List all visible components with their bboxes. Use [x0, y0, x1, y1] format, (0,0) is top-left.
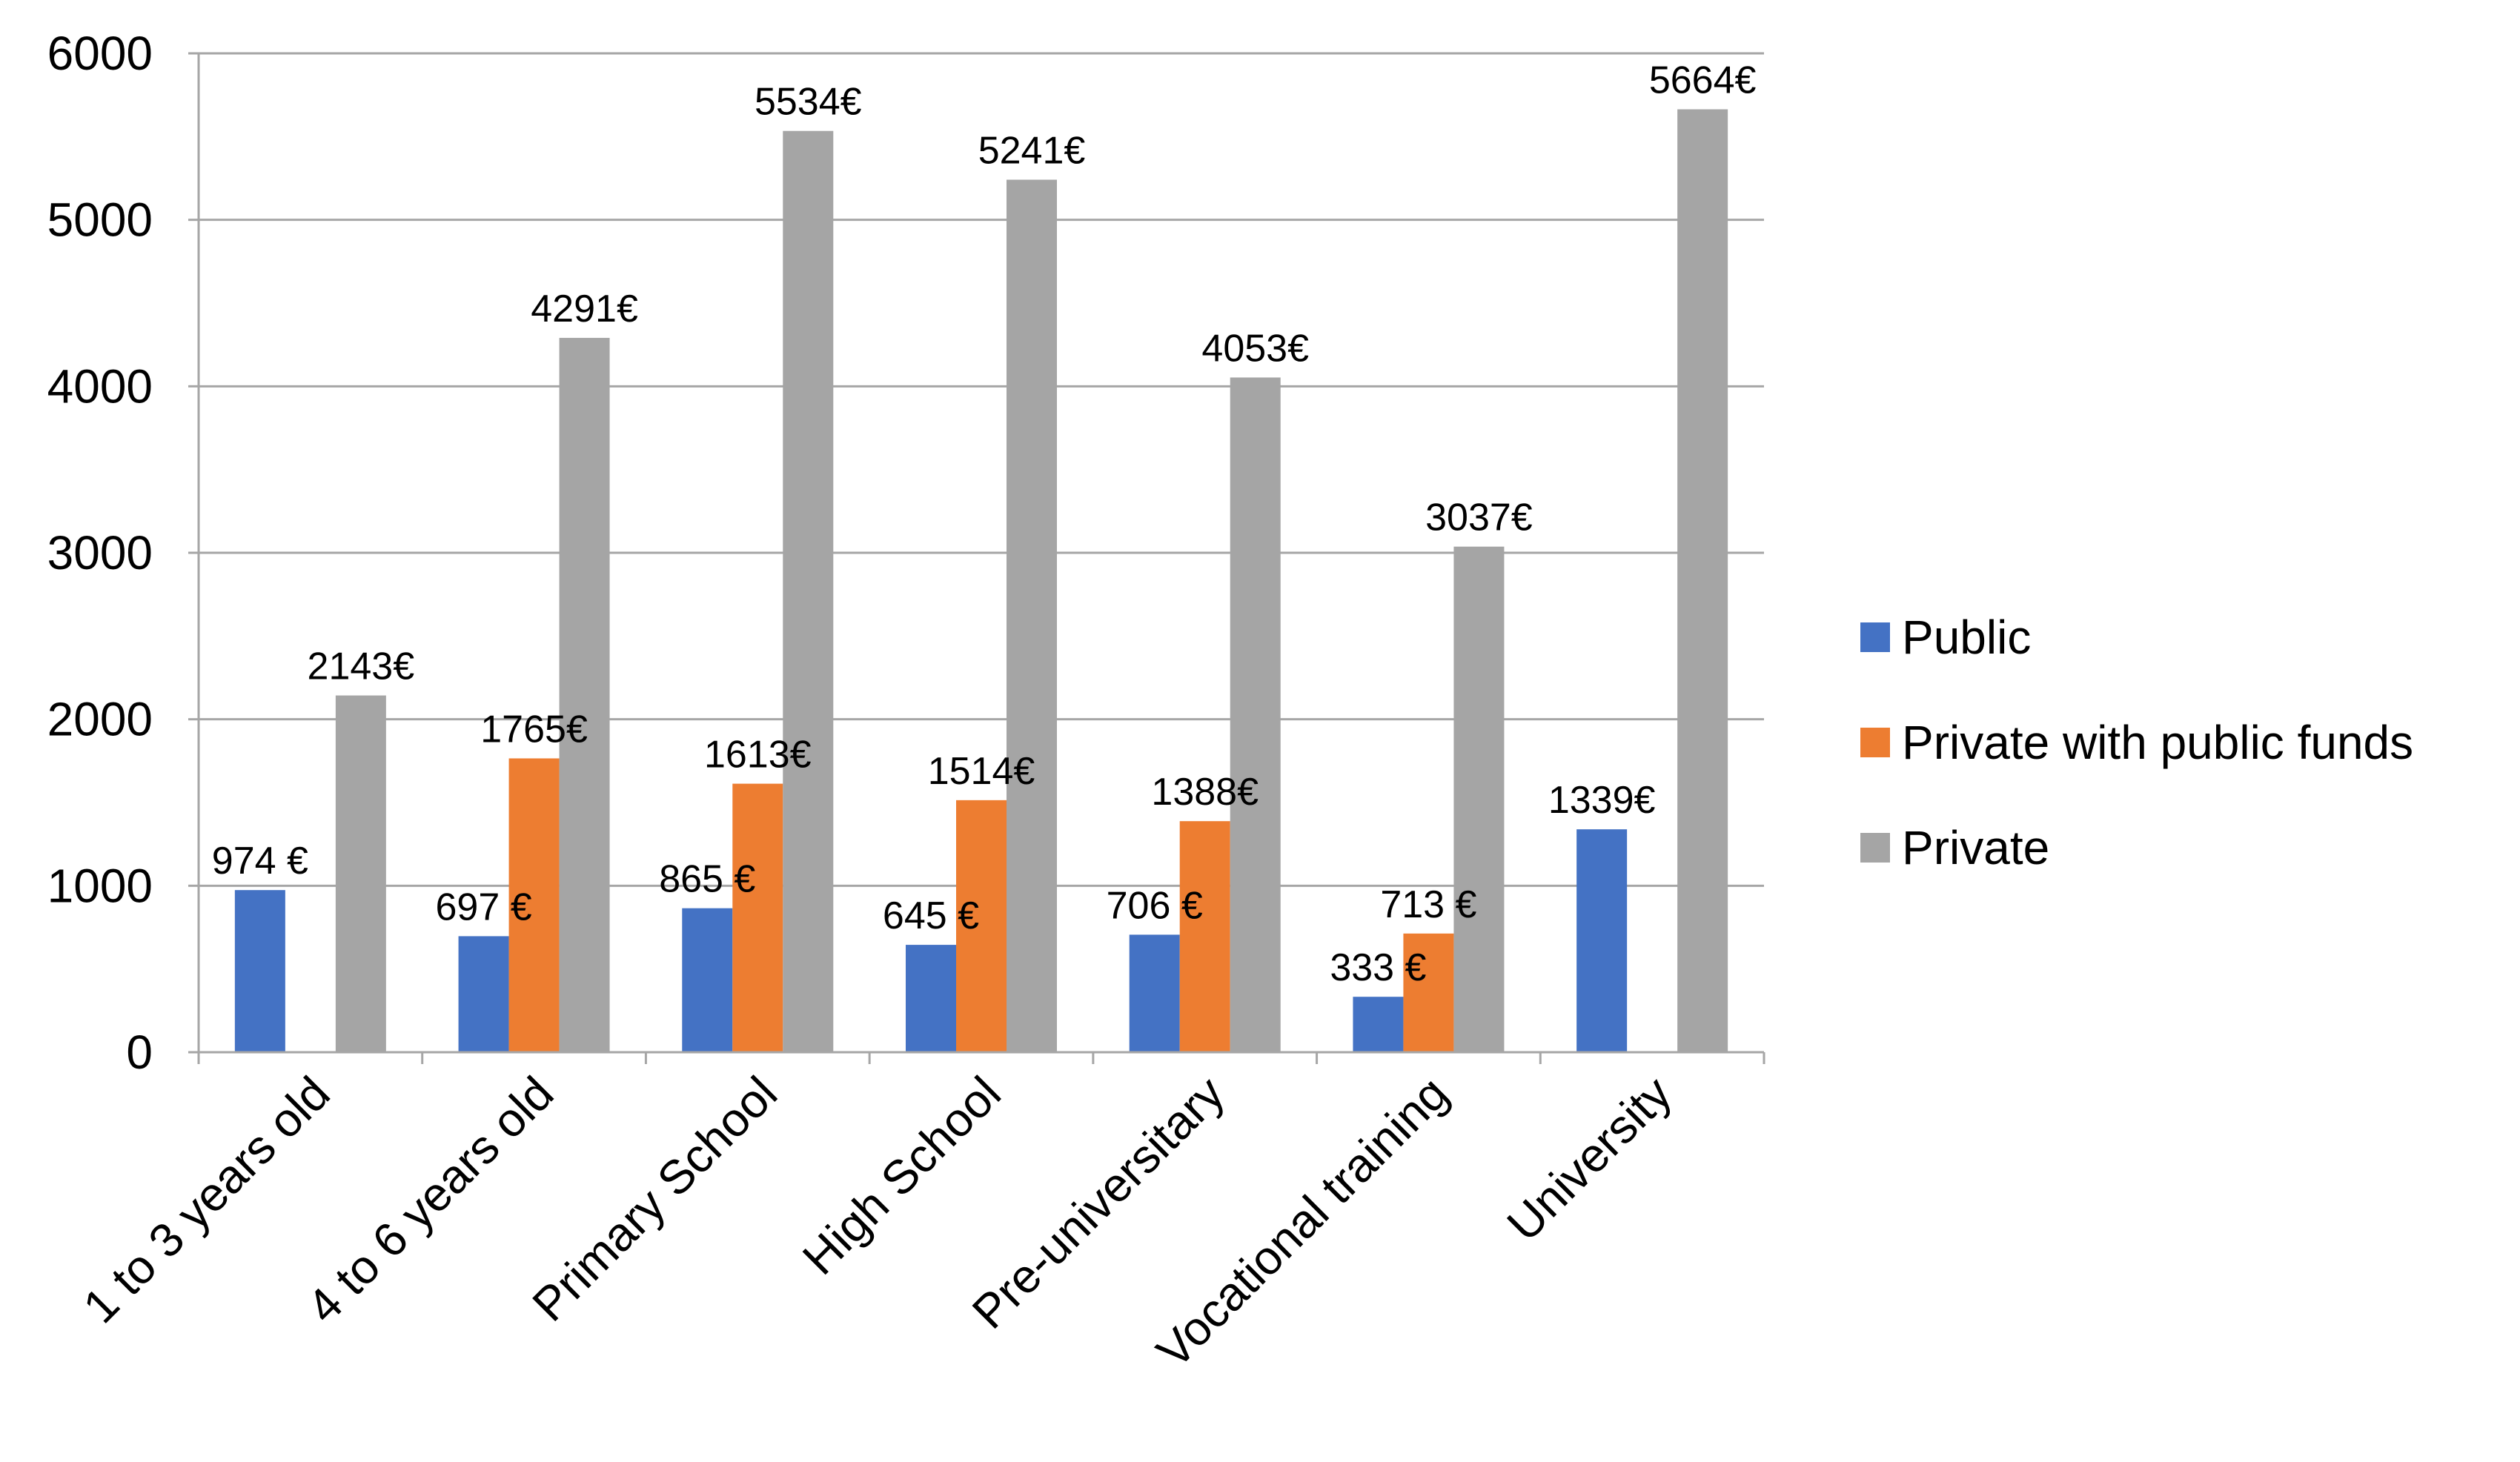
bar-private-with-public-funds — [956, 800, 1007, 1052]
data-label: 2143€ — [308, 645, 415, 688]
bar-private-with-public-funds — [508, 758, 560, 1052]
data-label: 974 € — [212, 840, 308, 883]
legend-swatch — [1860, 622, 1890, 652]
bar-public — [1353, 997, 1404, 1052]
y-tick-label: 1000 — [47, 859, 153, 912]
y-tick-label: 2000 — [47, 693, 153, 746]
data-label: 4053€ — [1201, 327, 1309, 370]
label-layer: 974 € 697 € 865 € 645 € 706 € 333 € 1339€ 1765€… — [212, 59, 1757, 989]
legend-label: Private with public funds — [1902, 716, 2413, 769]
bar-private-with-public-funds — [732, 783, 783, 1052]
bar-public — [1129, 934, 1180, 1052]
legend: Public Private with public funds Private — [1860, 611, 2413, 874]
data-label: 333 € — [1330, 946, 1426, 989]
bar-private-with-public-funds — [1179, 821, 1230, 1052]
bar-private — [559, 337, 610, 1052]
bar-public — [1576, 829, 1628, 1052]
data-label: 1514€ — [928, 750, 1035, 793]
legend-swatch — [1860, 833, 1890, 863]
data-label: 5534€ — [755, 81, 862, 124]
data-label: 697 € — [436, 885, 532, 928]
data-label: 1613€ — [704, 734, 812, 777]
y-tick-label: 0 — [126, 1026, 153, 1079]
bar-private — [1230, 377, 1281, 1052]
data-label: 1339€ — [1548, 779, 1656, 822]
bar-private — [335, 695, 386, 1052]
legend-label: Private — [1902, 821, 2049, 874]
legend-label: Public — [1902, 611, 2031, 664]
bar-layer — [234, 109, 1728, 1053]
data-label: 1388€ — [1151, 771, 1259, 814]
data-label: 1765€ — [480, 708, 588, 751]
bar-private — [1007, 179, 1057, 1053]
bar-public — [906, 945, 956, 1052]
bar-public — [682, 908, 733, 1052]
legend-swatch — [1860, 728, 1890, 757]
bar-public — [234, 890, 285, 1052]
bar-private — [783, 130, 834, 1052]
data-label: 5664€ — [1649, 59, 1757, 102]
data-label: 645 € — [883, 894, 979, 937]
y-tick-label: 6000 — [47, 27, 153, 80]
bar-private — [1453, 546, 1505, 1052]
data-label: 865 € — [659, 858, 755, 901]
data-label: 4291€ — [531, 288, 638, 330]
data-label: 706 € — [1107, 884, 1203, 927]
x-tick-label: High School — [792, 1066, 1011, 1285]
bar-private — [1677, 109, 1728, 1052]
y-tick-label: 4000 — [47, 359, 153, 413]
data-label: 5241€ — [978, 130, 1086, 173]
data-label: 713 € — [1380, 883, 1476, 926]
x-tick-label: Primary School — [522, 1066, 787, 1332]
bar-public — [458, 936, 509, 1052]
y-tick-label: 3000 — [47, 526, 153, 579]
x-tick-label: University — [1496, 1066, 1682, 1252]
y-tick-label: 5000 — [47, 193, 153, 247]
bar-private-with-public-funds — [1403, 933, 1454, 1052]
data-label: 3037€ — [1425, 496, 1533, 539]
